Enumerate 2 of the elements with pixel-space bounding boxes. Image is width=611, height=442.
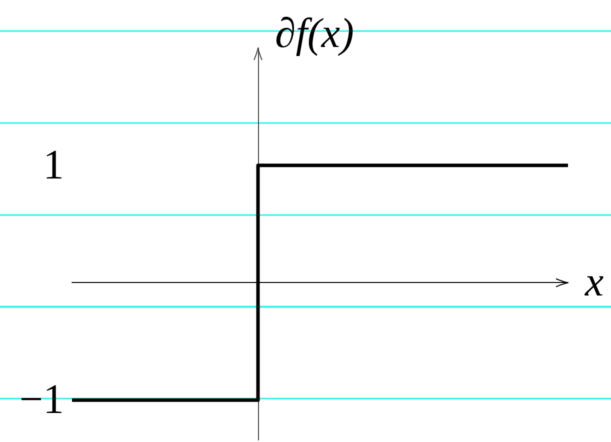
y-tick-label: 1 [43,142,64,188]
x-axis-title: x [584,260,604,306]
